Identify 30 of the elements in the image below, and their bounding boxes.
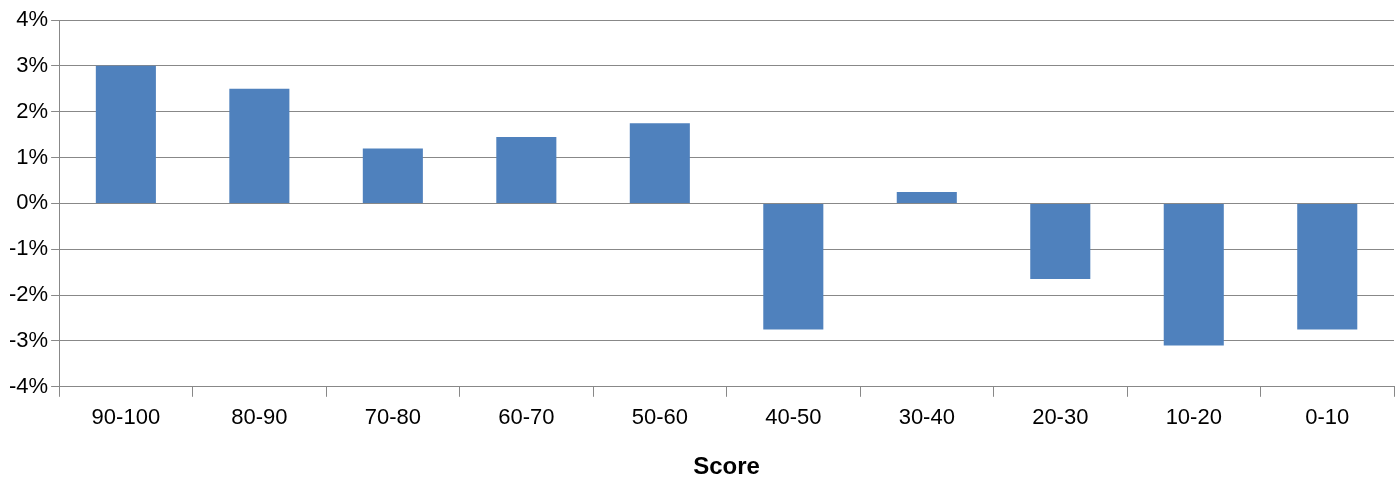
bar	[95, 65, 156, 203]
y-tick-label: -1%	[9, 235, 49, 261]
bar	[362, 148, 423, 203]
x-tick-label: 40-50	[765, 404, 822, 430]
bar	[229, 88, 290, 203]
y-tick-label: -2%	[9, 281, 49, 307]
y-tick-label: 0%	[16, 189, 49, 215]
y-tick-label: -4%	[9, 372, 49, 398]
bar	[1163, 203, 1224, 346]
bar	[496, 136, 557, 203]
y-tick-label: 3%	[16, 51, 49, 77]
x-tick-label: 70-80	[364, 404, 421, 430]
x-tick-label: 60-70	[498, 404, 555, 430]
y-tick-label: 2%	[16, 97, 49, 123]
y-tick-label: 4%	[16, 6, 49, 32]
bar	[896, 191, 957, 203]
x-axis-title: Score	[693, 452, 760, 480]
y-tick-label: 1%	[16, 143, 49, 169]
x-tick-label: 80-90	[231, 404, 288, 430]
bar	[1297, 203, 1358, 330]
bar	[763, 203, 824, 330]
x-tick-label: 0-10	[1305, 404, 1350, 430]
x-tick-label: 30-40	[898, 404, 955, 430]
bar	[629, 123, 690, 203]
bar	[1030, 203, 1091, 280]
x-tick-label: 90-100	[91, 404, 161, 430]
x-tick-label: 10-20	[1165, 404, 1222, 430]
x-tick-label: 50-60	[631, 404, 688, 430]
y-tick-label: -3%	[9, 327, 49, 353]
x-tick-label: 20-30	[1032, 404, 1089, 430]
